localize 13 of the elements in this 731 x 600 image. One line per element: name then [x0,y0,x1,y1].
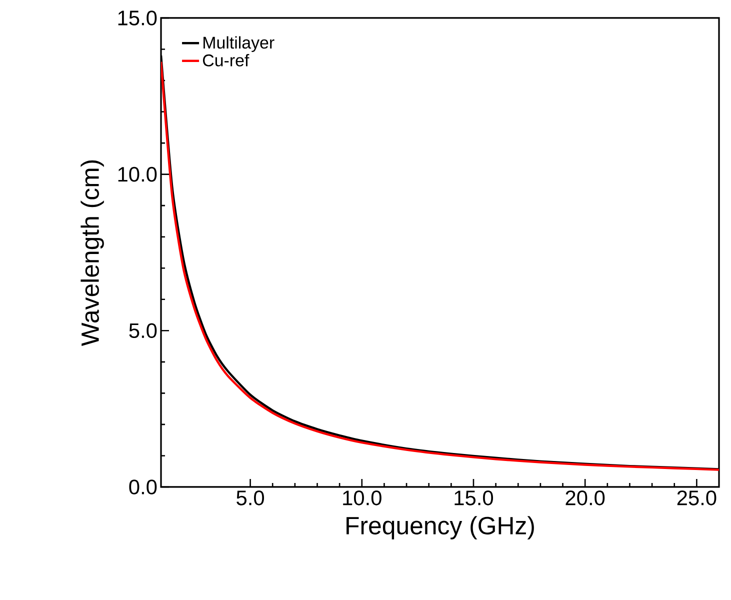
x-tick-label: 10.0 [343,490,382,506]
x-tick-label: 5.0 [236,490,264,506]
x-axis-title: Frequency (GHz) [346,516,534,540]
x-tick-label: 15.0 [454,490,494,506]
y-tick-label: 0.0 [129,480,157,494]
x-tick-label: 20.0 [566,490,605,506]
y-tick-label: 5.0 [129,323,157,338]
x-tick-label: 25.0 [677,490,716,506]
y-axis-title: Wavelength (cm) [80,160,104,346]
legend-label: Cu-ref [202,54,250,66]
y-tick-label: 15.0 [118,10,157,26]
legend-label: Multilayer [204,36,274,52]
y-tick-label: 10.0 [118,166,157,182]
